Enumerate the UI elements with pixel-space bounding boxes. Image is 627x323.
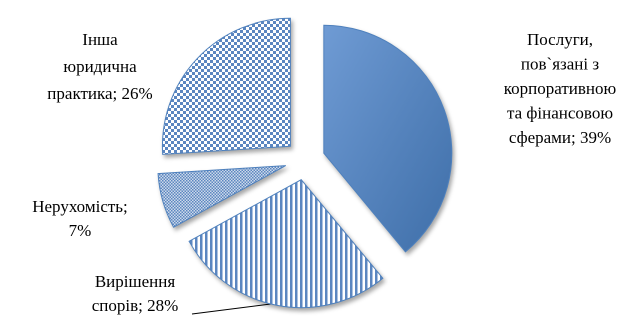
data-label: Нерухомість; 7% bbox=[32, 197, 128, 240]
data-label: Послуги, пов`язані з корпоративною та фінан… bbox=[504, 30, 617, 147]
data-label: Вирішення спорів; 28% bbox=[92, 272, 179, 315]
pie-slice bbox=[188, 179, 384, 309]
pie-slice bbox=[161, 17, 291, 155]
pie-slice bbox=[157, 165, 287, 228]
data-label: Інша юридична практика; 26% bbox=[47, 30, 152, 103]
pie-slice bbox=[323, 24, 453, 253]
